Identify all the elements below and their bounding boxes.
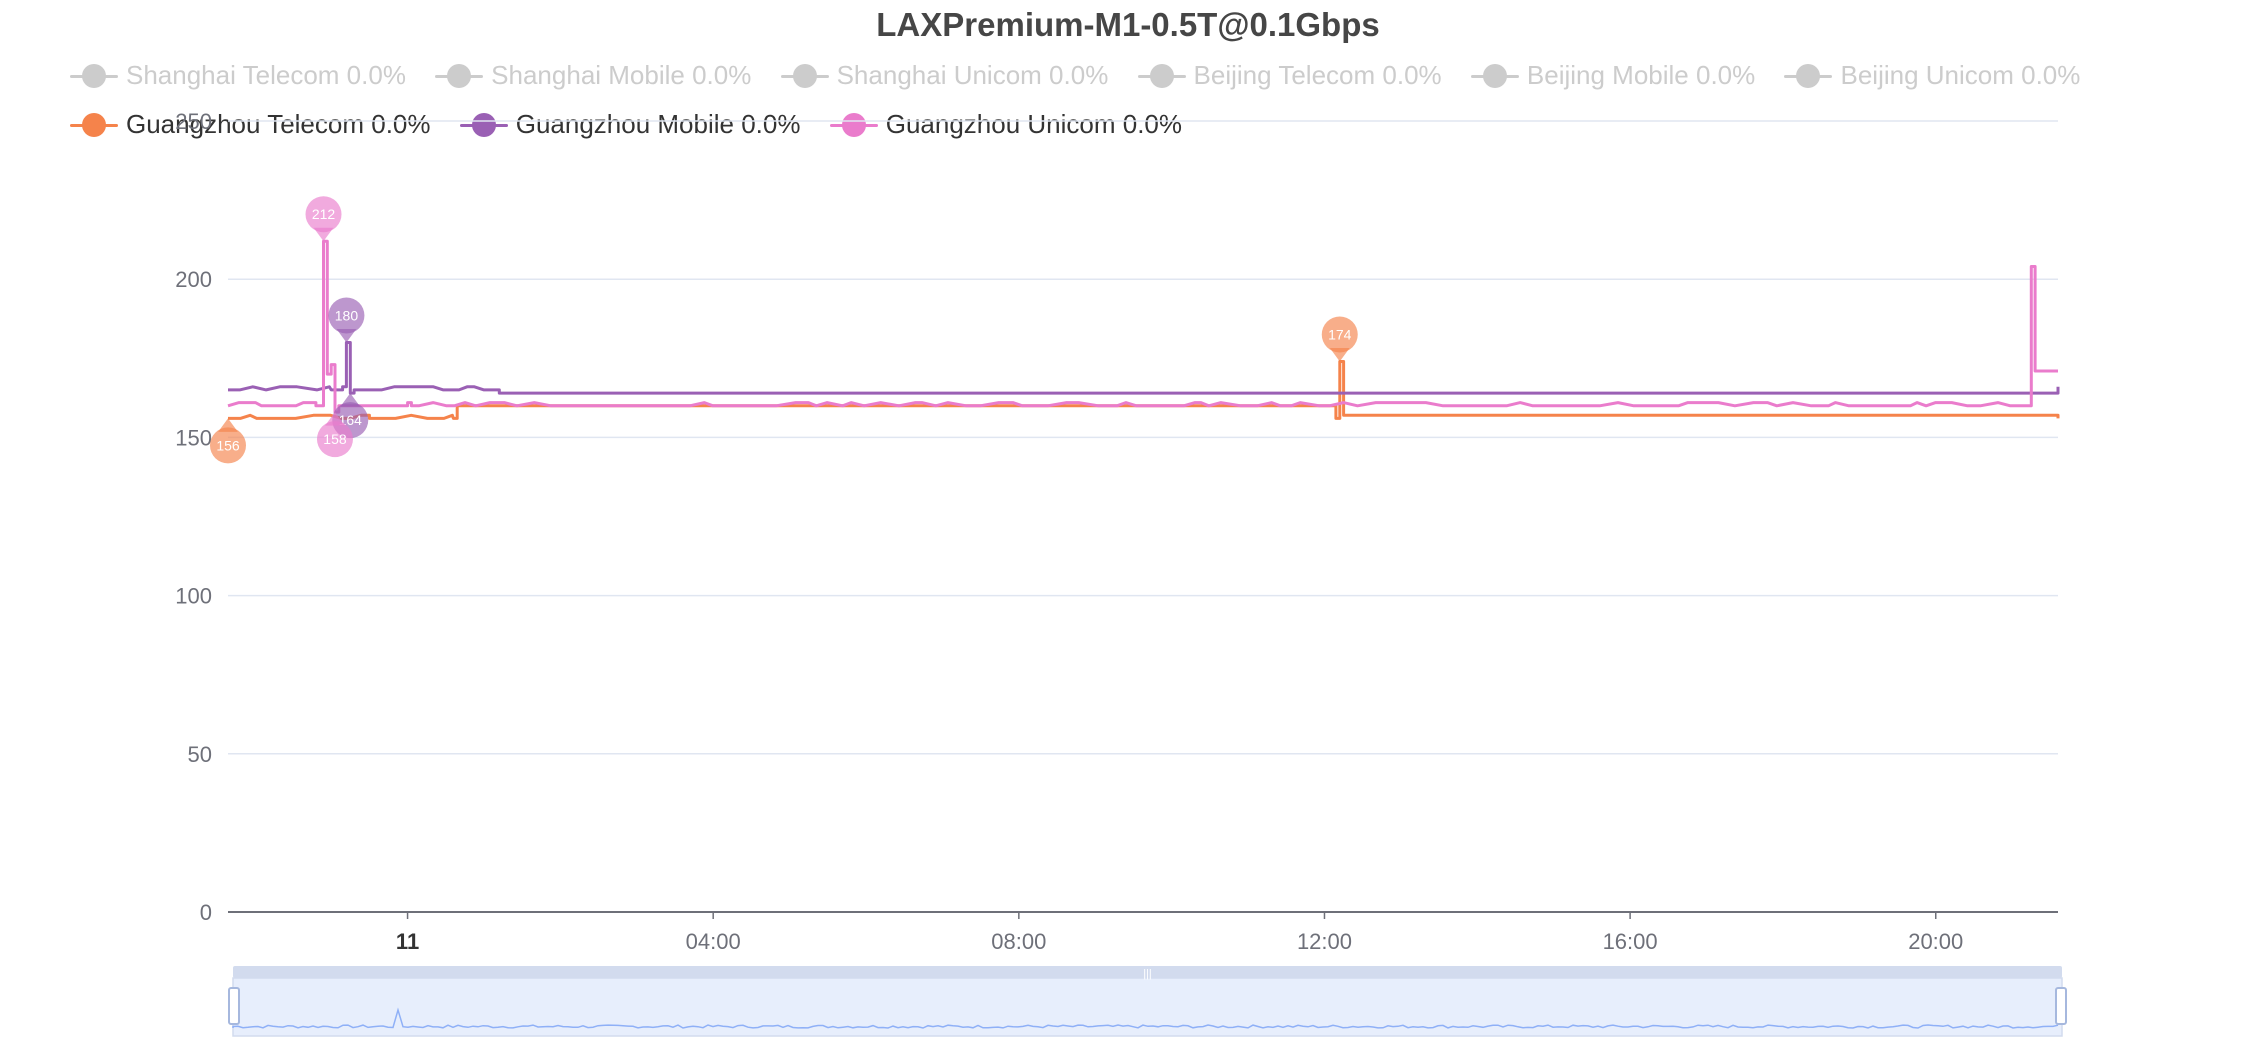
chart-title: LAXPremium-M1-0.5T@0.1Gbps [876,6,1380,43]
legend-swatch-icon [1470,63,1519,88]
legend-swatch-icon [435,63,484,88]
x-tick-label: 08:00 [991,929,1046,954]
legend-label: Shanghai Unicom 0.0% [836,60,1109,90]
x-tick-label: 12:00 [1297,929,1352,954]
legend-item-guangzhou-unicom[interactable]: Guangzhou Unicom 0.0% [829,109,1183,140]
legend-item-shanghai-mobile[interactable]: Shanghai Mobile 0.0% [435,60,751,91]
series-line-8 [227,239,2058,414]
series-line-6 [228,360,2060,420]
zoom-handle-left[interactable] [228,987,240,1025]
legend-swatch-icon [829,112,878,137]
legend-label: Beijing Unicom 0.0% [1840,60,2081,90]
marker-label: 212 [312,206,336,222]
legend-label: Beijing Mobile 0.0% [1526,60,1756,90]
y-tick-label: 250 [175,109,212,134]
legend-swatch-icon [70,63,118,88]
grid-lines [228,120,2058,755]
y-tick-label: 200 [175,267,212,292]
x-tick-label: 16:00 [1603,929,1658,954]
legend-label: Guangzhou Telecom 0.0% [126,109,431,139]
zoom-drag-grip-icon[interactable]: ||| [1143,968,1152,980]
marker-pin[interactable]: 158 [316,412,353,458]
data-zoom-slider[interactable]: ||| [228,966,2067,1037]
legend-item-guangzhou-mobile[interactable]: Guangzhou Mobile 0.0% [459,109,801,140]
marker-pin-head [328,297,365,334]
legend-label: Guangzhou Unicom 0.0% [885,109,1183,139]
legend-item-beijing-mobile[interactable]: Beijing Mobile 0.0% [1470,60,1756,91]
x-tick-label: 11 [396,929,419,954]
marker-pin-head [1321,316,1358,353]
legend-swatch-icon [1784,63,1833,88]
legend-label: Beijing Telecom 0.0% [1193,60,1442,90]
series-layer [227,239,2060,420]
marker-label: 174 [1328,326,1352,342]
y-axis: 0 50 100 150 200 250 [175,109,212,925]
legend-row-1: Shanghai Telecom 0.0% Shanghai Mobile 0.… [70,60,2102,95]
legend-swatch-icon [1137,63,1186,88]
legend-label: Shanghai Mobile 0.0% [491,60,752,90]
marker-pin[interactable]: 180 [328,297,365,343]
legend-swatch-icon [70,112,118,137]
legend-swatch-icon [459,112,508,137]
legend-label: Shanghai Telecom 0.0% [126,60,406,90]
marker-pin-head [210,427,246,464]
x-tick-label: 04:00 [686,929,741,954]
x-axis: 11 04:00 08:00 12:00 16:00 20:00 [228,911,2058,954]
zoom-handle-right[interactable] [2055,987,2067,1025]
marker-pin[interactable]: 156 [210,418,246,464]
series-line-7 [228,341,2060,395]
marker-pin-head [316,421,353,458]
legend-row-2: Guangzhou Telecom 0.0% Guangzhou Mobile … [70,109,1204,144]
marker-pin[interactable]: 212 [305,196,342,242]
y-tick-label: 50 [188,742,212,767]
legend-item-guangzhou-telecom[interactable]: Guangzhou Telecom 0.0% [70,109,431,140]
zoom-preview-line [232,1007,2059,1029]
legend-swatch-icon [780,63,829,88]
marker-label: 180 [335,307,359,323]
legend-item-shanghai-unicom[interactable]: Shanghai Unicom 0.0% [780,60,1109,91]
legend-label: Guangzhou Mobile 0.0% [515,109,801,139]
y-tick-label: 150 [175,425,212,450]
legend-item-shanghai-telecom[interactable]: Shanghai Telecom 0.0% [70,60,406,91]
y-tick-label: 100 [175,584,212,609]
marker-label: 156 [216,437,240,453]
marker-pin-head [305,196,342,233]
legend-item-beijing-unicom[interactable]: Beijing Unicom 0.0% [1784,60,2080,91]
zoom-top-bar[interactable] [233,966,2062,978]
y-tick-label: 0 [200,900,212,925]
x-tick-label: 20:00 [1908,929,1963,954]
marker-label: 158 [323,431,347,447]
marker-pin[interactable]: 174 [1321,316,1358,362]
legend-item-beijing-telecom[interactable]: Beijing Telecom 0.0% [1137,60,1442,91]
